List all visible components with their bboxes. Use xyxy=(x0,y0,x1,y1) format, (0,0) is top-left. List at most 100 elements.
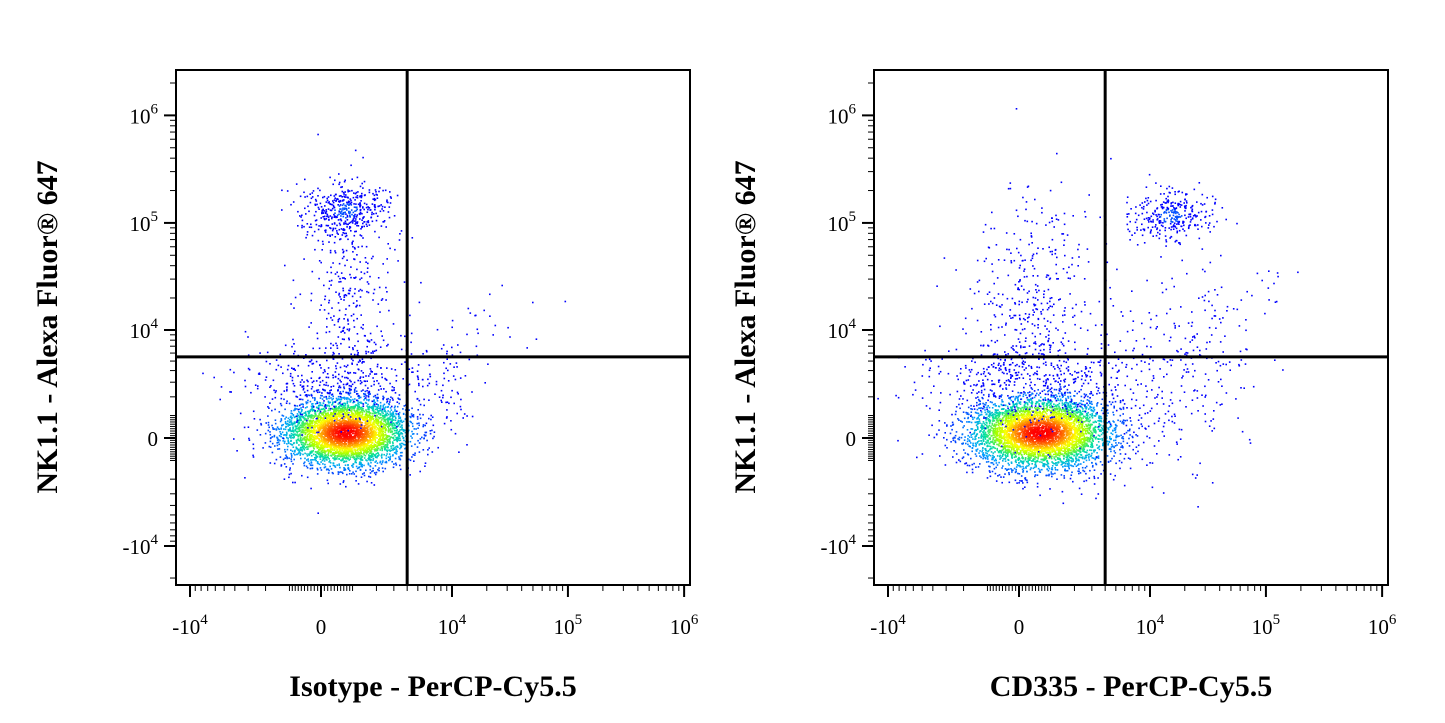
data-point xyxy=(346,400,349,403)
data-point xyxy=(300,410,303,413)
data-point xyxy=(379,435,381,438)
data-point xyxy=(310,408,313,411)
data-point xyxy=(372,437,375,439)
data-point xyxy=(357,414,359,416)
data-point xyxy=(319,467,322,469)
data-point xyxy=(360,228,362,230)
data-point xyxy=(352,463,355,465)
data-point xyxy=(389,415,391,418)
data-point xyxy=(304,415,306,417)
data-point xyxy=(301,409,303,411)
data-point xyxy=(339,452,342,455)
data-point xyxy=(361,437,363,439)
data-point xyxy=(324,452,326,455)
data-point xyxy=(391,389,394,392)
data-point xyxy=(354,411,357,414)
data-point xyxy=(381,453,383,456)
data-point xyxy=(370,461,372,464)
data-point xyxy=(349,409,352,412)
data-point xyxy=(367,387,369,389)
data-point xyxy=(286,400,288,402)
data-point xyxy=(392,399,394,401)
data-point xyxy=(289,467,291,469)
data-point xyxy=(366,281,369,283)
data-point xyxy=(302,442,305,444)
data-point xyxy=(351,213,353,216)
data-point xyxy=(342,191,345,194)
data-point xyxy=(317,404,320,407)
data-point xyxy=(367,419,370,422)
data-point xyxy=(340,272,343,274)
data-point xyxy=(387,417,390,419)
data-point xyxy=(366,429,368,432)
data-point xyxy=(376,422,378,424)
data-point xyxy=(293,421,296,423)
data-point xyxy=(404,431,407,434)
data-point xyxy=(363,416,366,418)
data-point xyxy=(337,377,340,380)
data-point xyxy=(399,233,401,235)
data-point xyxy=(365,446,368,448)
data-point xyxy=(379,385,382,387)
data-point xyxy=(359,429,362,431)
data-point xyxy=(357,452,360,455)
data-point xyxy=(331,229,334,232)
data-point xyxy=(298,416,301,418)
data-point xyxy=(386,401,388,404)
data-point xyxy=(284,457,286,459)
data-point xyxy=(301,219,304,222)
data-point xyxy=(324,451,326,453)
data-point xyxy=(327,453,329,456)
data-point xyxy=(339,434,341,437)
data-point xyxy=(352,359,354,362)
data-point xyxy=(311,464,314,467)
data-point xyxy=(314,451,317,453)
data-point xyxy=(393,429,396,432)
data-point xyxy=(372,400,375,403)
data-point xyxy=(377,413,380,415)
data-point xyxy=(345,443,347,446)
data-point xyxy=(355,390,358,393)
data-point xyxy=(364,429,366,432)
data-point xyxy=(341,431,344,434)
data-point xyxy=(410,416,412,419)
data-point xyxy=(345,450,347,452)
data-point xyxy=(331,414,333,416)
data-point xyxy=(366,433,368,436)
data-point xyxy=(316,426,319,429)
data-point xyxy=(389,424,392,426)
data-point xyxy=(368,407,371,409)
data-point xyxy=(331,307,333,309)
data-point xyxy=(319,202,322,205)
data-point xyxy=(312,450,314,452)
data-point xyxy=(359,218,361,220)
data-point xyxy=(356,449,359,452)
data-point xyxy=(394,426,396,429)
data-point xyxy=(344,407,346,410)
data-point xyxy=(296,418,298,421)
data-point xyxy=(269,462,272,464)
data-point xyxy=(352,313,355,316)
data-point xyxy=(317,445,320,447)
data-point xyxy=(374,204,376,206)
data-point xyxy=(343,338,345,341)
data-point xyxy=(437,446,439,449)
data-point xyxy=(387,271,389,274)
data-point xyxy=(367,442,369,444)
data-point xyxy=(387,418,389,420)
data-point xyxy=(389,196,392,198)
data-point xyxy=(354,387,357,389)
data-point xyxy=(394,410,396,413)
data-point xyxy=(350,420,352,423)
data-point xyxy=(264,432,267,435)
data-point xyxy=(332,464,335,467)
data-point xyxy=(342,459,344,461)
data-point xyxy=(311,234,314,237)
data-point xyxy=(351,439,353,441)
data-point xyxy=(338,386,340,389)
data-point xyxy=(336,423,339,426)
data-point xyxy=(409,440,412,443)
data-point xyxy=(317,512,319,514)
data-point xyxy=(355,218,357,220)
data-point xyxy=(359,209,362,212)
